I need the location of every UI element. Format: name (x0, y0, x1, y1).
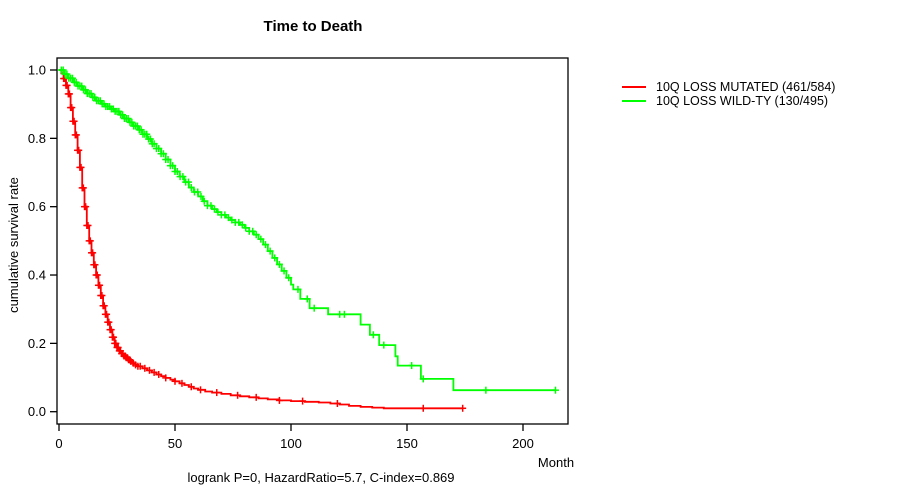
svg-text:0.0: 0.0 (28, 404, 46, 419)
legend-label-wildtype: 10Q LOSS WILD-TY (130/495) (656, 94, 829, 108)
x-axis-label: Month (537, 455, 575, 470)
svg-text:0.8: 0.8 (28, 131, 46, 146)
svg-text:100: 100 (280, 436, 302, 451)
stats-annotation: logrank P=0, HazardRatio=5.7, C-index=0.… (187, 470, 455, 485)
legend-line-mutated-icon (622, 85, 646, 88)
legend-label-mutated: 10Q LOSS MUTATED (461/584) (656, 80, 836, 94)
legend-line-wildtype-icon (622, 99, 646, 102)
svg-text:0.2: 0.2 (28, 336, 46, 351)
legend-item-mutated: 10Q LOSS MUTATED (461/584) (622, 80, 835, 94)
svg-text:150: 150 (396, 436, 418, 451)
svg-text:0.6: 0.6 (28, 199, 46, 214)
svg-text:1.0: 1.0 (28, 63, 46, 78)
svg-text:0: 0 (55, 436, 62, 451)
svg-text:0.4: 0.4 (28, 268, 46, 283)
chart-title: Time to Death (263, 18, 363, 35)
svg-text:50: 50 (168, 436, 182, 451)
legend-item-wildtype: 10Q LOSS WILD-TY (130/495) (622, 94, 835, 108)
svg-text:200: 200 (512, 436, 534, 451)
legend: 10Q LOSS MUTATED (461/584) 10Q LOSS WILD… (622, 80, 835, 108)
